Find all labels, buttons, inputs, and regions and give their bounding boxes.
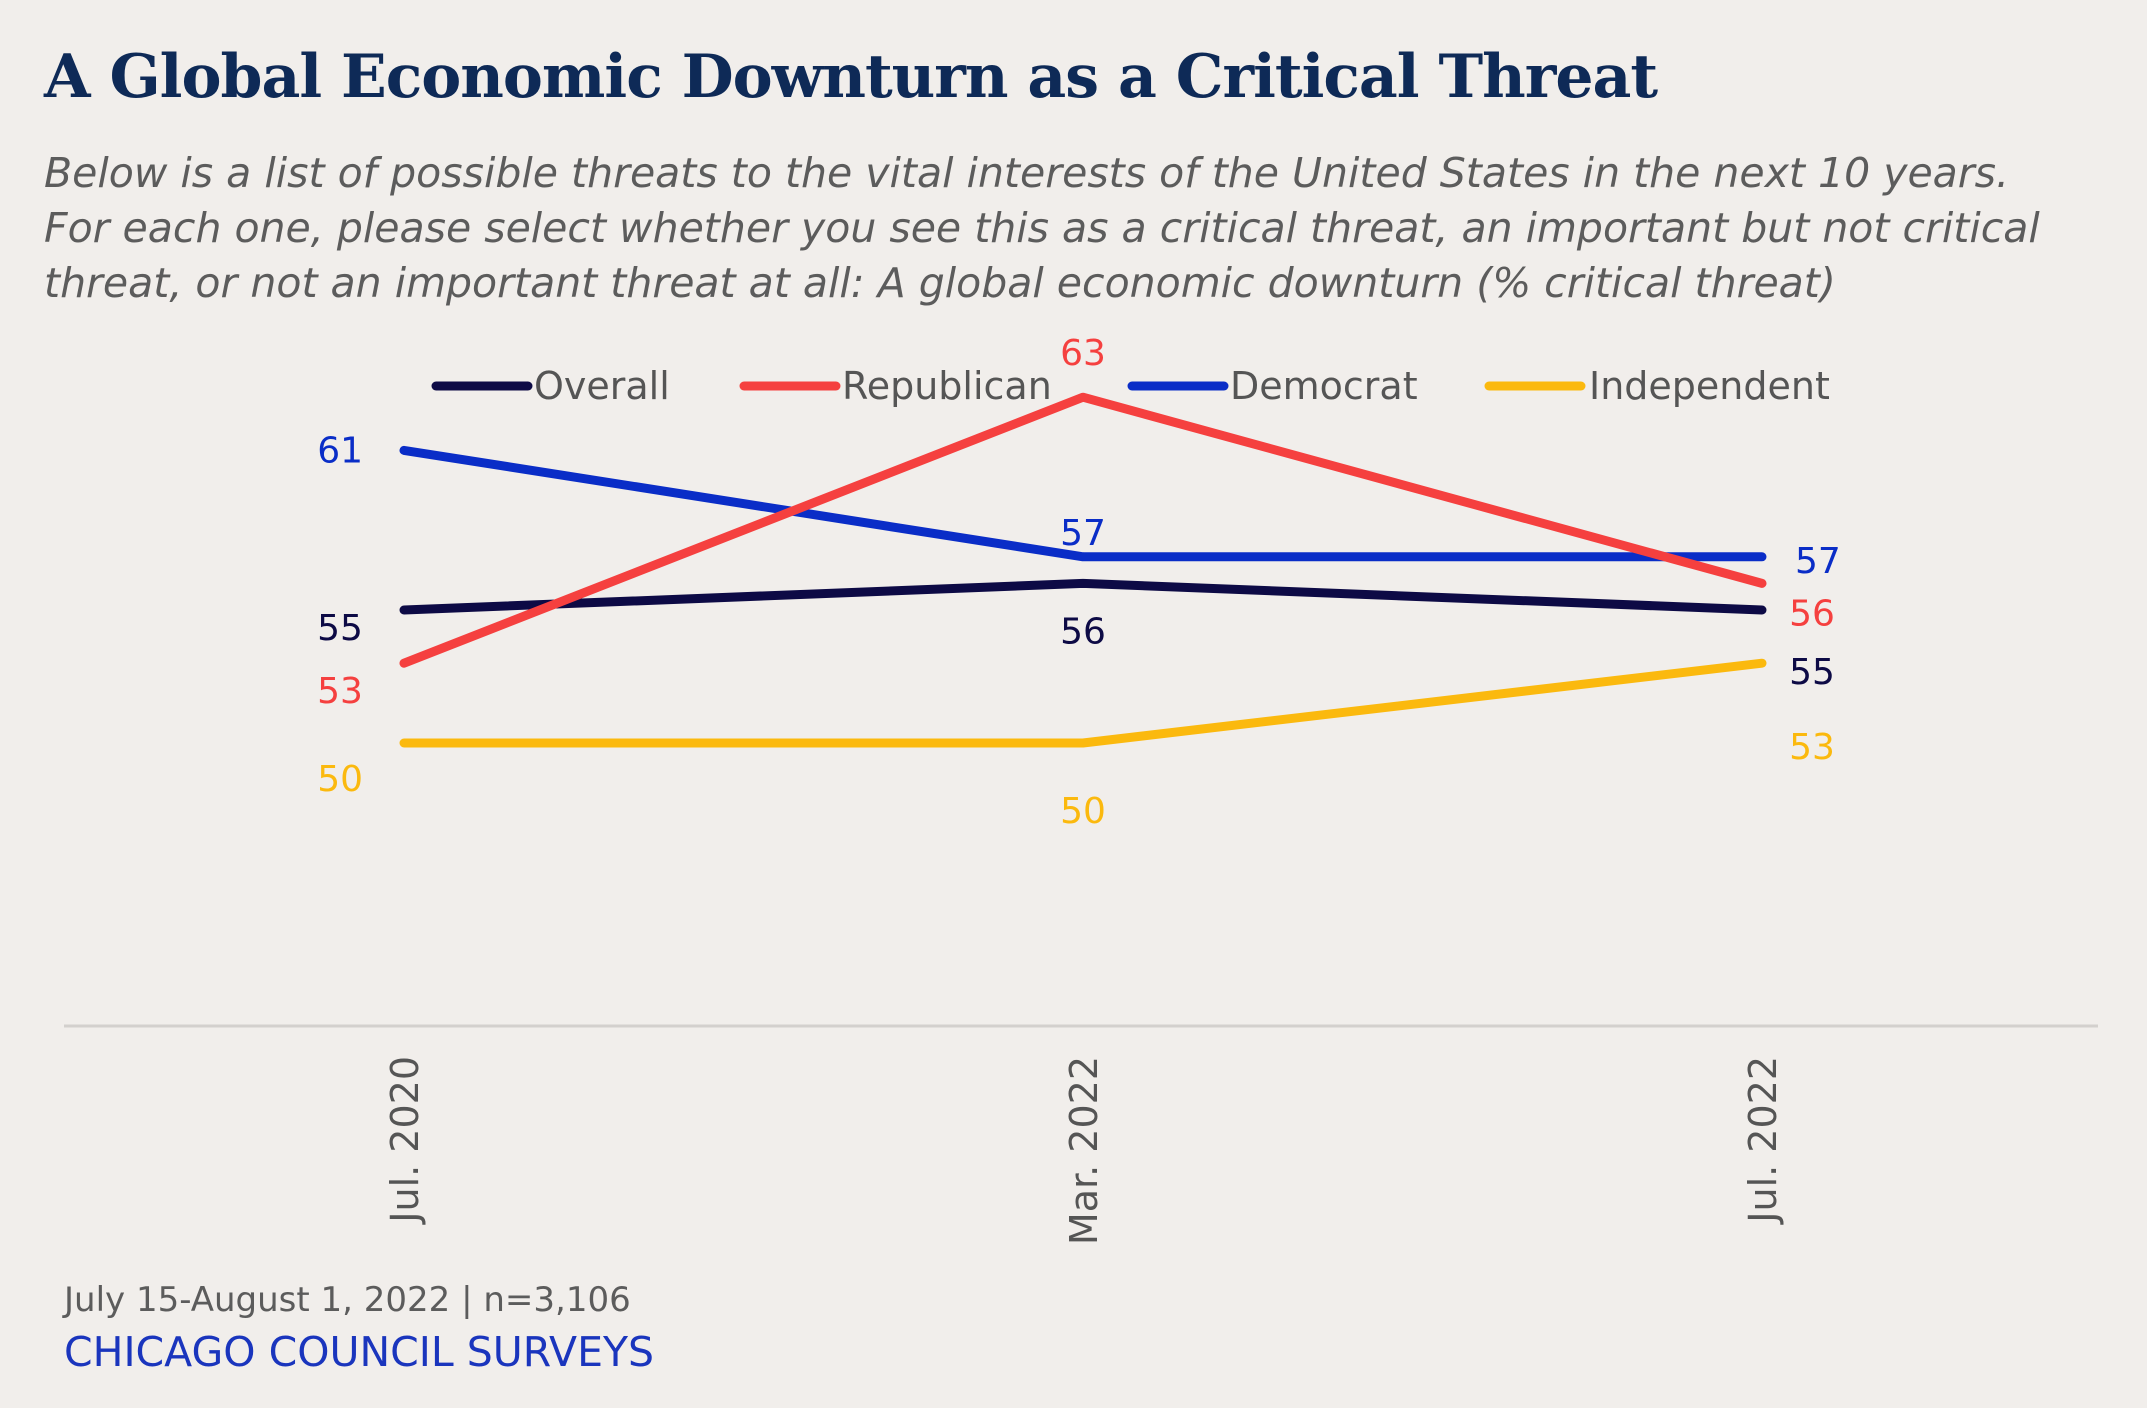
chart-subtitle: Below is a list of possible threats to t…	[44, 149, 2040, 307]
data-label-democrat-jul-2022: 57	[1795, 541, 1841, 582]
brand-name: CHICAGO COUNCIL SURVEYS	[64, 1328, 655, 1376]
data-label-overall-mar-2022: 56	[1060, 611, 1106, 652]
legend-label-overall: Overall	[534, 364, 670, 408]
data-label-independent-jul-2020: 50	[317, 759, 363, 800]
data-label-republican-mar-2022: 63	[1060, 333, 1106, 374]
data-label-independent-mar-2022: 50	[1060, 791, 1106, 832]
x-tick-label-jul-2020: Jul. 2020	[383, 1056, 427, 1225]
survey-note: July 15-August 1, 2022 | n=3,106	[64, 1280, 631, 1320]
data-label-independent-jul-2022: 53	[1789, 727, 1835, 768]
series-line-independent	[399, 658, 1767, 748]
chart-title: A Global Economic Downturn as a Critical…	[44, 42, 1658, 112]
data-label-republican-jul-2022: 56	[1789, 593, 1835, 634]
data-label-republican-jul-2020: 53	[317, 671, 363, 712]
x-tick-label-mar-2022: Mar. 2022	[1062, 1056, 1106, 1245]
data-labels: 55 56 55 53 63 56 61 57 57 50 50 53	[317, 333, 1841, 832]
x-axis-tick-labels: Jul. 2020 Mar. 2022 Jul. 2022	[383, 1056, 1785, 1245]
series-line-republican	[399, 392, 1767, 668]
series-lines	[399, 392, 1767, 748]
legend-label-democrat: Democrat	[1230, 364, 1418, 408]
series-line-overall	[399, 578, 1767, 615]
data-label-overall-jul-2020: 55	[317, 608, 363, 649]
data-label-overall-jul-2022: 55	[1789, 652, 1835, 693]
series-line-democrat	[399, 445, 1767, 562]
legend: Overall Republican Democrat Independent	[431, 364, 1830, 408]
legend-label-independent: Independent	[1589, 364, 1830, 408]
x-tick-label-jul-2022: Jul. 2022	[1741, 1056, 1785, 1225]
data-label-democrat-mar-2022: 57	[1060, 513, 1106, 554]
data-label-democrat-jul-2020: 61	[317, 430, 363, 471]
legend-label-republican: Republican	[842, 364, 1052, 408]
